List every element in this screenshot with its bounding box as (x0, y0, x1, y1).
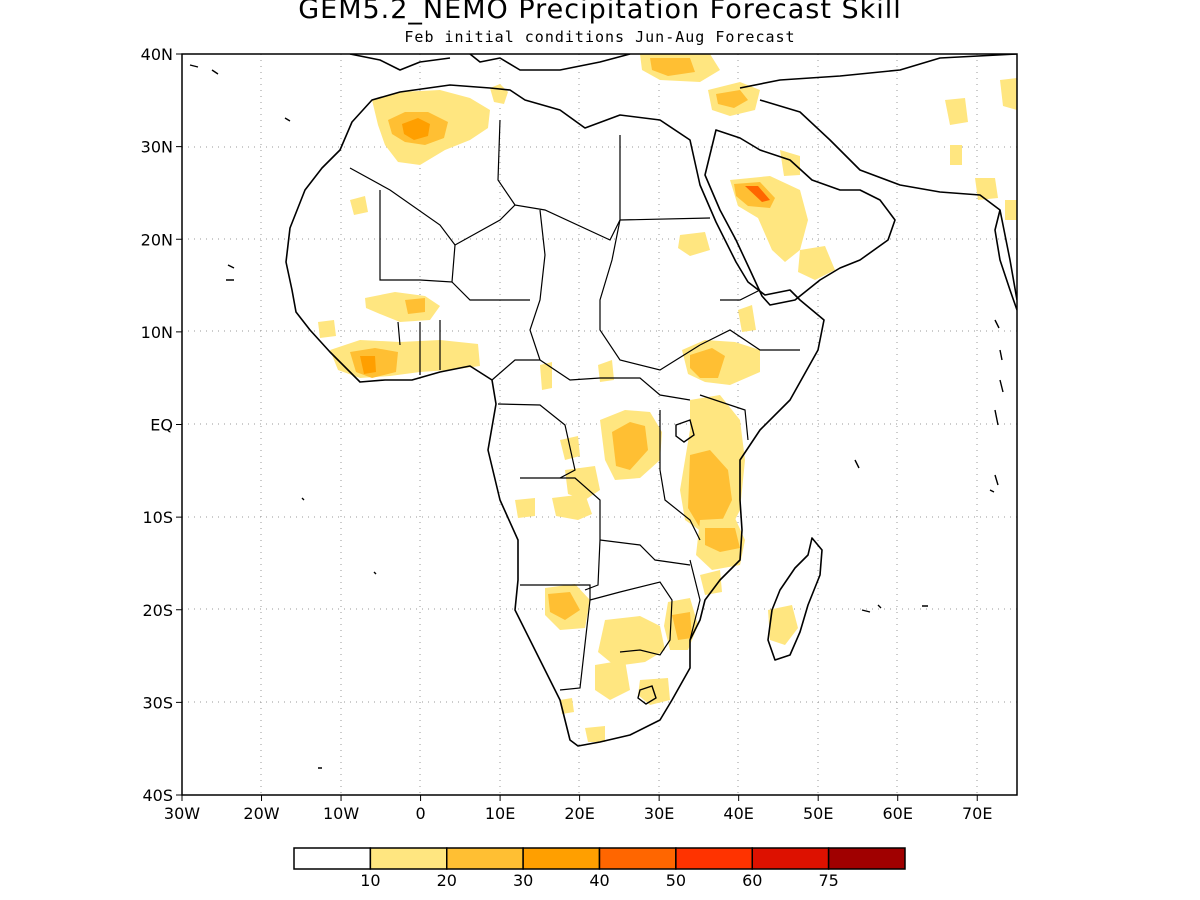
legend-swatch (522, 847, 601, 870)
legend-swatch (675, 847, 753, 870)
lon-tick-label: 0 (415, 804, 425, 823)
legend-swatch (293, 847, 372, 870)
lon-tick-label: 30W (164, 804, 200, 823)
map-title: GEM5.2_NEMO Precipitation Forecast Skill (298, 0, 902, 25)
lat-tick-label: 40N (141, 45, 173, 64)
legend-swatch (369, 847, 448, 870)
lon-tick-label: 20W (243, 804, 279, 823)
lon-tick-label: 30E (644, 804, 674, 823)
lat-tick-label: 20S (142, 601, 173, 620)
lat-tick-label: 20N (141, 230, 173, 249)
lat-tick-label: 10N (141, 323, 173, 342)
axis-ticks (176, 53, 978, 801)
legend-swatch (827, 847, 906, 870)
coastlines (285, 54, 1017, 747)
lat-tick-label: 10S (142, 508, 173, 527)
legend-label: 40 (589, 871, 609, 890)
legend-label: 50 (666, 871, 686, 890)
lat-axis-labels: 40N 30N 20N 10N EQ 10S 20S 30S 40S (141, 45, 173, 805)
legend-swatch (751, 847, 830, 870)
lat-tick-label: 40S (142, 786, 173, 805)
legend-swatch (446, 847, 524, 870)
lat-tick-label: 30N (141, 138, 173, 157)
color-legend: 10 20 30 40 50 60 75 (293, 847, 906, 890)
lon-tick-label: 20E (564, 804, 594, 823)
legend-label: 20 (437, 871, 457, 890)
skill-shading (318, 54, 1017, 742)
lon-tick-label: 60E (882, 804, 912, 823)
map-subtitle: Feb initial conditions Jun-Aug Forecast (404, 28, 796, 46)
lat-tick-label: EQ (150, 416, 173, 435)
lakes (637, 419, 695, 705)
lon-axis-labels: 30W 20W 10W 0 10E 20E 30E 40E 50E 60E 70E (164, 804, 993, 823)
legend-label: 75 (818, 871, 838, 890)
lat-tick-label: 30S (142, 693, 173, 712)
country-borders (349, 119, 800, 691)
islands (189, 64, 1004, 769)
legend-label: 10 (360, 871, 380, 890)
lon-tick-label: 10W (323, 804, 359, 823)
lon-tick-label: 40E (723, 804, 753, 823)
lon-tick-label: 10E (485, 804, 515, 823)
lon-tick-label: 50E (803, 804, 833, 823)
legend-label: 30 (513, 871, 533, 890)
lon-tick-label: 70E (962, 804, 992, 823)
legend-label: 60 (742, 871, 762, 890)
legend-swatch (598, 847, 677, 870)
